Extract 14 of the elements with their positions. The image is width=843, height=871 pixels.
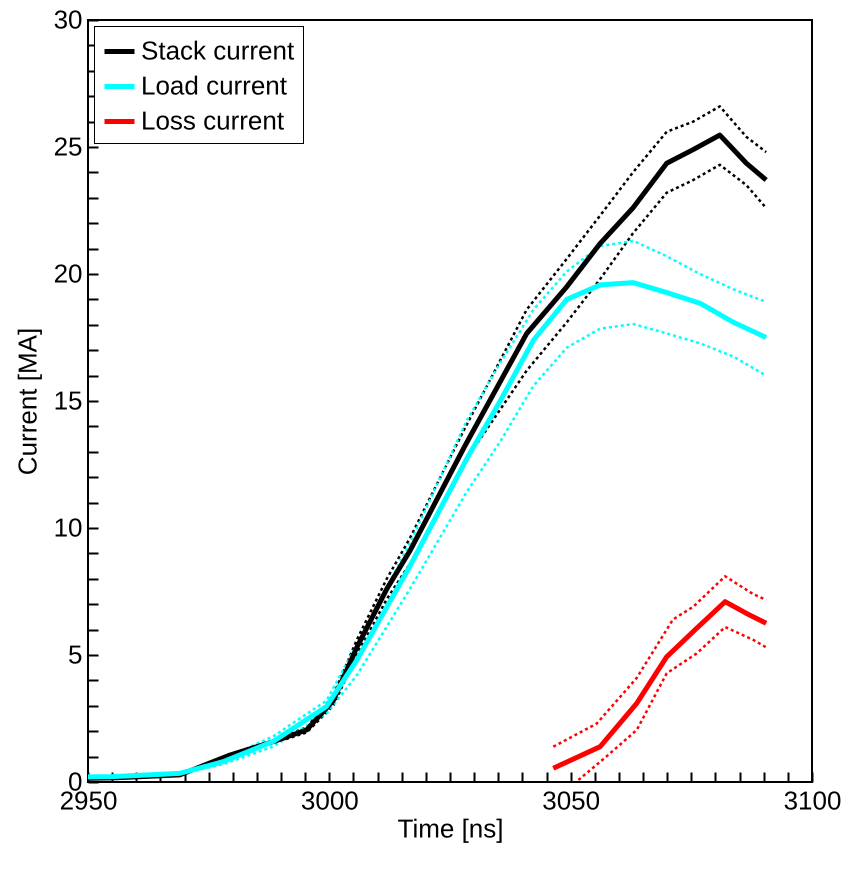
y-axis-title: Current [MA] [12, 328, 43, 476]
legend-label: Load current [141, 70, 288, 100]
y-tick-label: 20 [54, 258, 82, 288]
y-tick-label: 5 [68, 640, 82, 670]
x-axis-title: Time [ns] [398, 814, 504, 844]
y-tick-label: 10 [54, 512, 82, 542]
y-tick-label: 25 [54, 132, 82, 162]
x-tick-label: 3000 [300, 786, 359, 816]
y-tick-label: 30 [54, 4, 82, 34]
legend-label: Stack current [141, 36, 295, 66]
x-tick-label: 3050 [542, 786, 600, 816]
y-tick-label: 15 [54, 386, 82, 416]
legend-label: Loss current [141, 106, 285, 136]
x-tick-label: 3100 [784, 786, 842, 816]
